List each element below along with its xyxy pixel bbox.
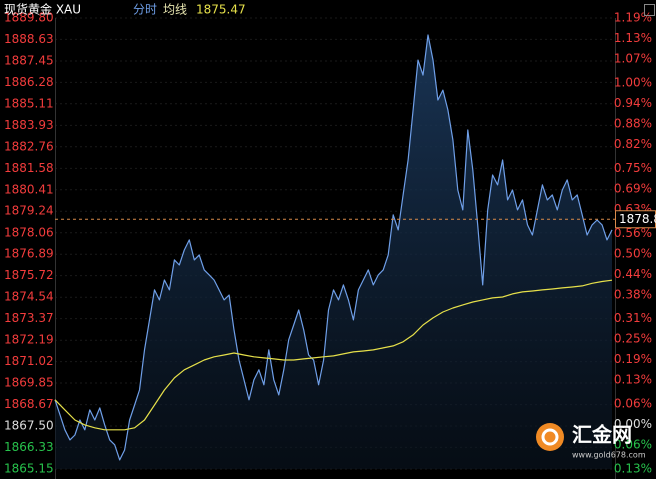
- y2-tick-label: 0.69%: [614, 181, 652, 195]
- y2-tick-label: 0.31%: [614, 311, 652, 325]
- y2-tick-label: 0.94%: [614, 96, 652, 110]
- y-tick-label: 1874.54: [4, 290, 54, 304]
- y2-tick-label: 0.13%: [614, 462, 652, 476]
- logo-icon-inner: [541, 428, 559, 446]
- y-tick-label: 1879.24: [4, 204, 54, 218]
- price-area: [55, 35, 612, 469]
- y-tick-label: 1871.02: [4, 354, 54, 368]
- watermark-name: 汇金网: [572, 423, 632, 447]
- y2-tick-label: 0.56%: [614, 226, 652, 240]
- y-tick-label: 1886.28: [4, 75, 54, 89]
- y-tick-label: 1885.11: [4, 96, 54, 110]
- y2-tick-label: 1.13%: [614, 31, 652, 45]
- y-tick-label: 1878.06: [4, 225, 54, 239]
- y2-tick-label: 0.44%: [614, 267, 652, 281]
- window-button[interactable]: [644, 4, 655, 16]
- price-line: [54, 34, 613, 461]
- watermark-url: www.gold678.com: [572, 451, 646, 460]
- y2-tick-label: 1.00%: [614, 75, 652, 89]
- watermark: 汇金网 www.gold678.com: [536, 423, 646, 460]
- y-tick-label: 1873.37: [4, 311, 54, 325]
- avg-value: 1875.47: [196, 3, 246, 17]
- logo-icon: [536, 423, 564, 451]
- y-tick-label: 1872.19: [4, 333, 54, 347]
- avg-label[interactable]: 均线: [163, 3, 187, 17]
- y2-tick-label: 0.06%: [614, 438, 652, 452]
- y-tick-label: 1882.76: [4, 139, 54, 153]
- y2-tick-label: 0.75%: [614, 161, 652, 175]
- y2-tick-label: 0.25%: [614, 332, 652, 346]
- y2-tick-label: 0.82%: [614, 137, 652, 151]
- avg-line: [54, 279, 613, 431]
- y-tick-label: 1888.63: [4, 32, 54, 46]
- y2-tick-label: 1.19%: [614, 11, 652, 25]
- last-price-label: 1878.8: [619, 212, 656, 226]
- y-tick-label: 1887.45: [4, 53, 54, 67]
- y-tick-label: 1869.85: [4, 376, 54, 390]
- chart-title: 现货黄金 XAU: [4, 2, 81, 17]
- y2-tick-label: 1.07%: [614, 52, 652, 66]
- y-tick-label: 1866.33: [4, 440, 54, 454]
- plot: [54, 34, 615, 469]
- y2-tick-label: 0.38%: [614, 287, 652, 301]
- y2-tick-label: 0.50%: [614, 246, 652, 260]
- y-tick-label: 1868.67: [4, 397, 54, 411]
- y-tick-label: 1883.93: [4, 118, 54, 132]
- y2-tick-label: 0.00%: [614, 417, 652, 431]
- mode-label[interactable]: 分时: [133, 3, 157, 17]
- y-tick-label: 1876.89: [4, 247, 54, 261]
- y-tick-label: 1875.72: [4, 268, 54, 282]
- y2-tick-label: 0.06%: [614, 397, 652, 411]
- y-tick-label: 1865.15: [4, 462, 54, 476]
- y-tick-label: 1889.80: [4, 11, 54, 25]
- y2-tick-label: 0.19%: [614, 352, 652, 366]
- y2-tick-label: 0.13%: [614, 373, 652, 387]
- y-tick-label: 1880.41: [4, 182, 54, 196]
- y-tick-label: 1867.50: [4, 419, 54, 433]
- y2-tick-label: 0.88%: [614, 116, 652, 130]
- y-tick-label: 1881.58: [4, 161, 54, 175]
- axes: 1889.80 1888.63 1887.45 1886.28 1885.11 1883.…: [4, 11, 656, 476]
